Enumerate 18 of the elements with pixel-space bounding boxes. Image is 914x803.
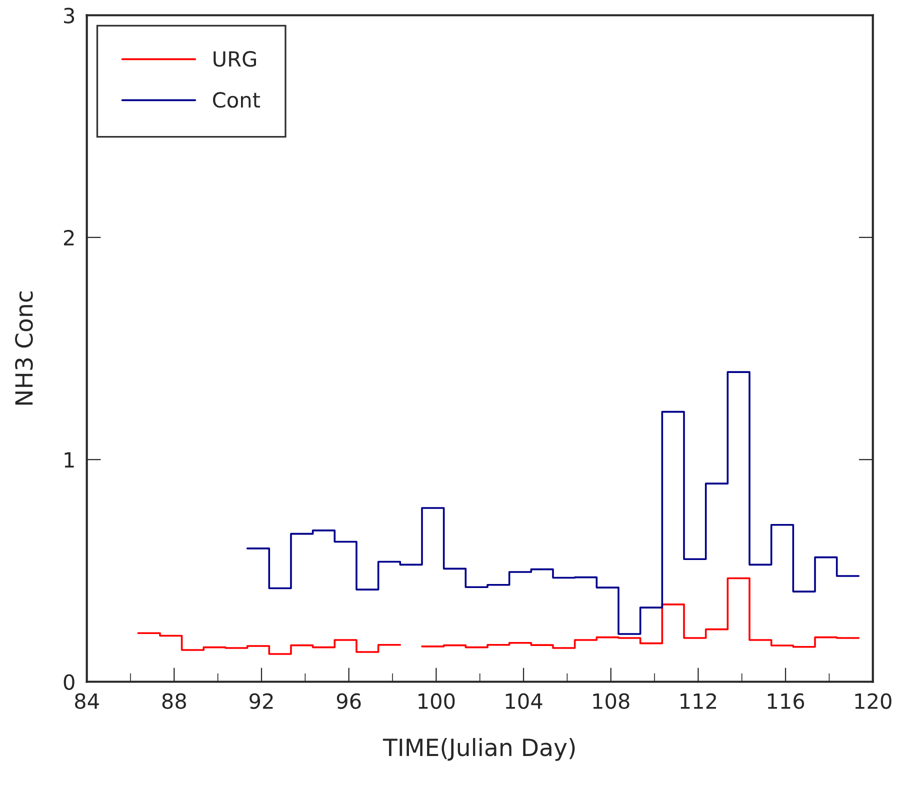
y-axis-title: NH3 Conc	[15, 292, 33, 405]
y-tick-label: 3	[64, 8, 74, 24]
x-tick-label: 116	[768, 693, 804, 709]
x-tick-label: 100	[418, 693, 455, 709]
x-tick-label: 96	[336, 693, 361, 709]
x-tick-label: 92	[250, 693, 273, 709]
legend-label: Cont	[213, 92, 260, 108]
x-tick-label: 108	[593, 693, 630, 709]
y-tick-label: 2	[64, 230, 74, 246]
x-tick-label: 104	[506, 693, 542, 709]
x-tick-label: 84	[74, 693, 99, 709]
y-tick-label: 0	[64, 674, 74, 690]
x-tick-label: 88	[162, 693, 186, 709]
x-axis-title: TIME(Julian Day)	[382, 738, 575, 761]
x-tick-label: 120	[855, 693, 892, 709]
x-tick-label: 112	[680, 693, 716, 709]
y-tick-label: 1	[64, 452, 74, 468]
legend-label: URG	[214, 51, 256, 67]
